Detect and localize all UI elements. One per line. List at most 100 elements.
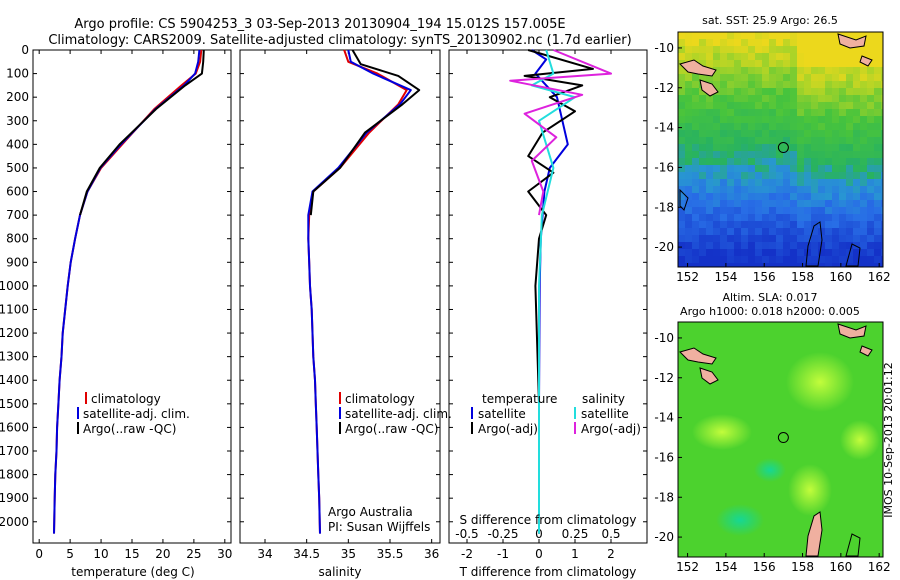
sst-cell bbox=[699, 137, 707, 145]
sst-cell bbox=[706, 228, 714, 236]
sst-cell bbox=[748, 221, 756, 229]
sst-cell bbox=[818, 46, 826, 54]
sst-cell bbox=[846, 60, 854, 68]
x-tick-label: 15 bbox=[124, 547, 139, 561]
sst-cell bbox=[685, 193, 693, 201]
sst-cell bbox=[727, 249, 735, 257]
sst-cell bbox=[692, 242, 700, 250]
sst-cell bbox=[734, 60, 742, 68]
sst-cell bbox=[874, 95, 882, 103]
sst-cell bbox=[832, 214, 840, 222]
sst-cell bbox=[713, 193, 721, 201]
sst-cell bbox=[741, 193, 749, 201]
sst-cell bbox=[832, 32, 840, 40]
sst-cell bbox=[832, 88, 840, 96]
sst-cell bbox=[755, 235, 763, 243]
sst-cell bbox=[713, 158, 721, 166]
sst-cell bbox=[762, 53, 770, 61]
sst-cell bbox=[783, 95, 791, 103]
sst-cell bbox=[818, 144, 826, 152]
sst-cell bbox=[811, 130, 819, 138]
sst-cell bbox=[706, 60, 714, 68]
sst-cell bbox=[692, 158, 700, 166]
sst-cell bbox=[818, 53, 826, 61]
sst-cell bbox=[867, 235, 875, 243]
sst-cell bbox=[748, 60, 756, 68]
sst-cell bbox=[797, 235, 805, 243]
sst-cell bbox=[741, 53, 749, 61]
sst-cell bbox=[692, 137, 700, 145]
sst-cell bbox=[748, 228, 756, 236]
sst-cell bbox=[818, 256, 826, 264]
sst-cell bbox=[853, 179, 861, 187]
depth-tick-label: 700 bbox=[6, 208, 29, 222]
sst-cell bbox=[720, 32, 728, 40]
lon-tick-label: 154 bbox=[714, 270, 737, 284]
sst-cell bbox=[748, 242, 756, 250]
sst-cell bbox=[699, 95, 707, 103]
sst-cell bbox=[846, 130, 854, 138]
sst-cell bbox=[734, 186, 742, 194]
sst-cell bbox=[867, 109, 875, 117]
sst-cell bbox=[685, 158, 693, 166]
sst-cell bbox=[699, 39, 707, 47]
sst-cell bbox=[713, 186, 721, 194]
sst-cell bbox=[755, 158, 763, 166]
sst-cell bbox=[790, 95, 798, 103]
sst-cell bbox=[860, 172, 868, 180]
sst-cell bbox=[839, 81, 847, 89]
sla-anomaly-high bbox=[840, 420, 880, 460]
sst-cell bbox=[811, 60, 819, 68]
sst-cell bbox=[748, 256, 756, 264]
sst-cell bbox=[769, 249, 777, 257]
sst-cell bbox=[853, 144, 861, 152]
sst-cell bbox=[713, 137, 721, 145]
sst-cell bbox=[853, 95, 861, 103]
sst-cell bbox=[748, 193, 756, 201]
sst-cell bbox=[755, 193, 763, 201]
sst-cell bbox=[692, 165, 700, 173]
sst-cell bbox=[818, 249, 826, 257]
sst-cell bbox=[678, 179, 686, 187]
sst-cell bbox=[776, 165, 784, 173]
sst-cell bbox=[790, 200, 798, 208]
sst-cell bbox=[818, 109, 826, 117]
sst-cell bbox=[692, 95, 700, 103]
sst-cell bbox=[804, 235, 812, 243]
sst-cell bbox=[853, 46, 861, 54]
sst-cell bbox=[860, 235, 868, 243]
sst-cell bbox=[748, 172, 756, 180]
sst-cell bbox=[811, 228, 819, 236]
sst-cell bbox=[825, 165, 833, 173]
sst-cell bbox=[853, 116, 861, 124]
sst-cell bbox=[881, 46, 883, 54]
sst-cell bbox=[783, 221, 791, 229]
sst-cell bbox=[755, 172, 763, 180]
depth-tick-label: 2000 bbox=[0, 515, 29, 529]
sst-cell bbox=[699, 53, 707, 61]
sla-map-title: Altim. SLA: 0.017 bbox=[722, 291, 817, 304]
sst-cell bbox=[720, 116, 728, 124]
sst-cell bbox=[874, 88, 882, 96]
sst-cell bbox=[867, 130, 875, 138]
sst-cell bbox=[699, 172, 707, 180]
temperature-axis-ticks: 0100200300400500600700800900100011001200… bbox=[0, 43, 232, 561]
sst-cell bbox=[790, 74, 798, 82]
sst-cell bbox=[811, 263, 819, 267]
sst-cell bbox=[881, 123, 883, 131]
sst-cell bbox=[846, 95, 854, 103]
sst-cell bbox=[797, 81, 805, 89]
sst-cell bbox=[685, 95, 693, 103]
sst-cell bbox=[720, 214, 728, 222]
temperature-panel: 0100200300400500600700800900100011001200… bbox=[0, 43, 232, 579]
sst-cell bbox=[867, 137, 875, 145]
sst-cell bbox=[769, 88, 777, 96]
sst-cell bbox=[755, 67, 763, 75]
sst-cell bbox=[853, 186, 861, 194]
sst-cell bbox=[685, 200, 693, 208]
sst-cell bbox=[769, 221, 777, 229]
sst-cell bbox=[846, 228, 854, 236]
sst-cell bbox=[713, 116, 721, 124]
sst-cell bbox=[797, 67, 805, 75]
sst-cell bbox=[713, 130, 721, 138]
